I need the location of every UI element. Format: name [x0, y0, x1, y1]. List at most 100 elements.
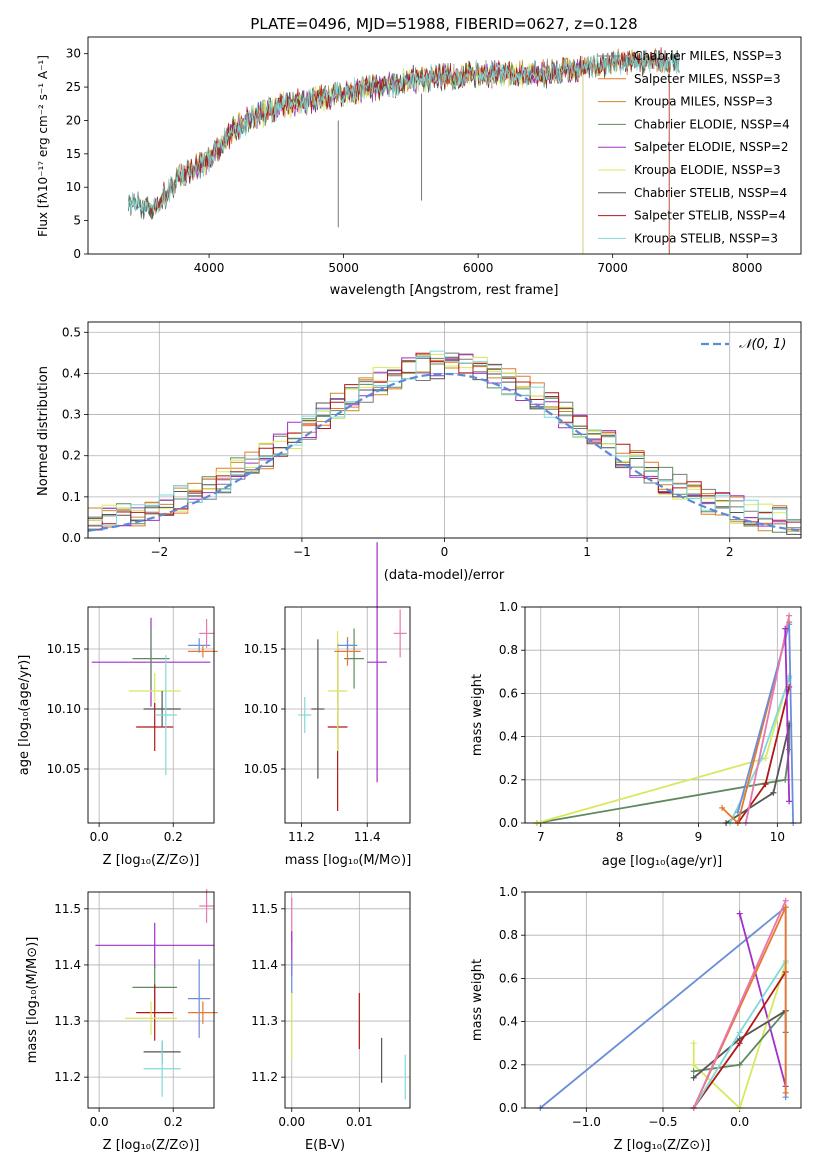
mass-vs-Z-xtick-label: 0.2 [164, 1115, 183, 1129]
mass-weight-vs-Z-marker-chabrier_stelib [690, 1074, 697, 1081]
mass-weight-vs-age-axes: 7 8 9 10 0.0 0.2 0.4 0.6 0.8 1.0 [499, 600, 801, 844]
spectrum-xtick-label: 8000 [732, 261, 763, 275]
massZ-ylabel: mass [log₁₀(M/M⊙)] [25, 937, 40, 1064]
mass-vs-ebv-xtick-label: 0.01 [346, 1115, 373, 1129]
residuals-frame [87, 321, 802, 539]
mass-weight-vs-age-line-salpeter_miles [721, 621, 791, 825]
mass-weight-vs-age-xtick-label: 9 [695, 830, 703, 844]
spectrum-xtick-label: 6000 [463, 261, 494, 275]
residual-ylabel: Normed distribution [36, 366, 51, 496]
mass-weight-vs-Z-marker-salpeter_elodie [736, 910, 743, 917]
mass-vs-ebv-points [291, 897, 406, 1100]
mass-weight-vs-Z-xtick-label: 0.0 [730, 1115, 749, 1129]
legend-label-salpeter_stelib: Salpeter STELIB, NSSP=4 [634, 209, 786, 223]
mass-weight-vs-Z-marker-kroupa_elodie [690, 1040, 697, 1047]
age-vs-mass-ytick-label: 10.10 [244, 702, 278, 716]
mwage-xlabel: age [log₁₀(age/yr)] [602, 854, 723, 869]
residuals-ytick-label: 0.4 [62, 366, 81, 380]
residuals-xtick-label: 0 [441, 545, 449, 559]
mass-weight-vs-Z-marker-chabrier_elodie [736, 1061, 743, 1068]
mass-weight-vs-age-ytick-label: 0.6 [499, 686, 518, 700]
spectrum-line-kroupa_stelib [128, 50, 680, 214]
mass-vs-ebv-ytick-label: 11.3 [251, 1014, 278, 1028]
massZ-xlabel: Z [log₁₀(Z/Z⊙)] [103, 1138, 200, 1153]
residuals-hist [88, 350, 801, 537]
age-vs-Z-ytick-label: 10.10 [47, 702, 81, 716]
mass-weight-vs-age-ytick-label: 1.0 [499, 600, 518, 614]
mass-weight-vs-Z-ytick-label: 0.2 [499, 1058, 518, 1072]
mass-weight-vs-age-marker-salpeter_elodie [786, 798, 793, 805]
spectrum-xtick-label: 5000 [328, 261, 359, 275]
legend-label-chabrier_elodie: Chabrier ELODIE, NSSP=4 [634, 117, 790, 131]
spectrum-ylabel: Flux [fλ10⁻¹⁷ erg cm⁻² s⁻¹ A⁻¹] [36, 55, 50, 237]
agemass-xlabel: mass [log₁₀(M/M⊙)] [285, 853, 412, 868]
legend-label-kroupa_elodie: Kroupa ELODIE, NSSP=3 [634, 163, 781, 177]
mass-weight-vs-Z-xtick-label: −0.5 [648, 1115, 677, 1129]
spectrum-ytick-label: 20 [66, 113, 81, 127]
mass-weight-vs-age-xtick-label: 8 [616, 830, 624, 844]
mass-vs-Z-axes: 0.0 0.2 11.2 11.3 11.4 11.5 [54, 892, 214, 1129]
legend-label-chabrier_miles: Chabrier MILES, NSSP=3 [634, 49, 782, 63]
mass-vs-ebv-ytick-label: 11.5 [251, 902, 278, 916]
mass-weight-vs-age-lines [533, 612, 797, 826]
mass-vs-Z-ytick-label: 11.5 [54, 902, 81, 916]
residuals-legend-label: 𝒩(0, 1) [739, 337, 786, 352]
spectrum-ytick-label: 15 [66, 147, 81, 161]
mass-weight-vs-Z-ytick-label: 0.8 [499, 928, 518, 942]
ebv-xlabel: E(B-V) [305, 1138, 345, 1153]
mass-vs-Z-ytick-label: 11.3 [54, 1014, 81, 1028]
mass-weight-vs-age-marker-blue [734, 809, 741, 816]
mass-vs-ebv-ytick-label: 11.2 [251, 1070, 278, 1084]
mass-weight-vs-Z-marker-salpeter_miles [782, 1089, 789, 1096]
residuals-ytick-label: 0.2 [62, 449, 81, 463]
residuals-hist-kroupa_stelib [88, 350, 801, 535]
mass-weight-vs-Z-marker-salpeter_stelib [736, 1040, 743, 1047]
mass-vs-Z-ytick-label: 11.2 [54, 1070, 81, 1084]
mass-vs-Z-ytick-label: 11.4 [54, 958, 81, 972]
mwZ-xlabel: Z [log₁₀(Z/Z⊙)] [614, 1138, 711, 1153]
age-vs-Z-axes: 0.0 0.2 10.05 10.10 10.15 [47, 607, 214, 844]
mass-weight-vs-age-marker-pink [786, 612, 793, 619]
mass-weight-vs-age-line-chabrier_elodie [536, 723, 791, 824]
age-vs-mass-ytick-label: 10.15 [244, 642, 278, 656]
mass-weight-vs-age-ytick-label: 0.4 [499, 730, 518, 744]
mass-vs-ebv-ytick-label: 11.4 [251, 958, 278, 972]
spectrum-ytick-label: 5 [73, 214, 81, 228]
age-vs-mass-frame [284, 606, 411, 824]
age-vs-Z-xtick-label: 0.0 [90, 830, 109, 844]
spectrum-xlabel: wavelength [Angstrom, rest frame] [330, 283, 559, 298]
mass-weight-vs-age-marker-chabrier_stelib [770, 789, 777, 796]
mass-weight-vs-Z-ytick-label: 1.0 [499, 885, 518, 899]
mass-weight-vs-Z-xtick-label: −1.0 [572, 1115, 601, 1129]
mass-weight-vs-Z-marker-chabrier_elodie [690, 1068, 697, 1075]
ageZ-ylabel: age [log₁₀(age/yr)] [17, 655, 32, 776]
mass-weight-vs-Z-ytick-label: 0.4 [499, 1015, 518, 1029]
legend-label-kroupa_miles: Kroupa MILES, NSSP=3 [634, 95, 773, 109]
mass-vs-Z-xtick-label: 0.0 [90, 1115, 109, 1129]
age-vs-Z-ytick-label: 10.05 [47, 762, 81, 776]
residuals-xtick-label: −2 [150, 545, 168, 559]
mass-weight-vs-Z-line-salpeter_elodie [738, 913, 787, 1087]
mass-weight-vs-age-line-salpeter_elodie [784, 628, 791, 802]
mass-weight-vs-age-ytick-label: 0.0 [499, 816, 518, 830]
age-vs-Z-points [91, 617, 218, 775]
mass-weight-vs-age-xtick-label: 10 [770, 830, 785, 844]
mass-weight-vs-age-xtick-label: 7 [537, 830, 545, 844]
spectrum-ytick-label: 25 [66, 80, 81, 94]
legend-label-chabrier_stelib: Chabrier STELIB, NSSP=4 [634, 186, 787, 200]
residuals-ytick-label: 0.3 [62, 408, 81, 422]
legend-label-kroupa_stelib: Kroupa STELIB, NSSP=3 [634, 231, 778, 245]
spectrum-frame [87, 36, 802, 255]
age-vs-mass-points [298, 542, 407, 811]
age-vs-Z-ytick-label: 10.15 [47, 642, 81, 656]
age-vs-Z-frame [87, 606, 215, 824]
residuals-xtick-label: 1 [583, 545, 591, 559]
age-vs-mass-axes: 11.2 11.4 10.05 10.10 10.15 [244, 607, 410, 844]
age-vs-Z-xtick-label: 0.2 [164, 830, 183, 844]
legend-label-salpeter_elodie: Salpeter ELODIE, NSSP=2 [634, 140, 789, 154]
mass-weight-vs-Z-ytick-label: 0.0 [499, 1101, 518, 1115]
mwage-ylabel: mass weight [470, 674, 485, 756]
spectrum-ytick-label: 10 [66, 180, 81, 194]
mass-weight-vs-age-ytick-label: 0.8 [499, 643, 518, 657]
